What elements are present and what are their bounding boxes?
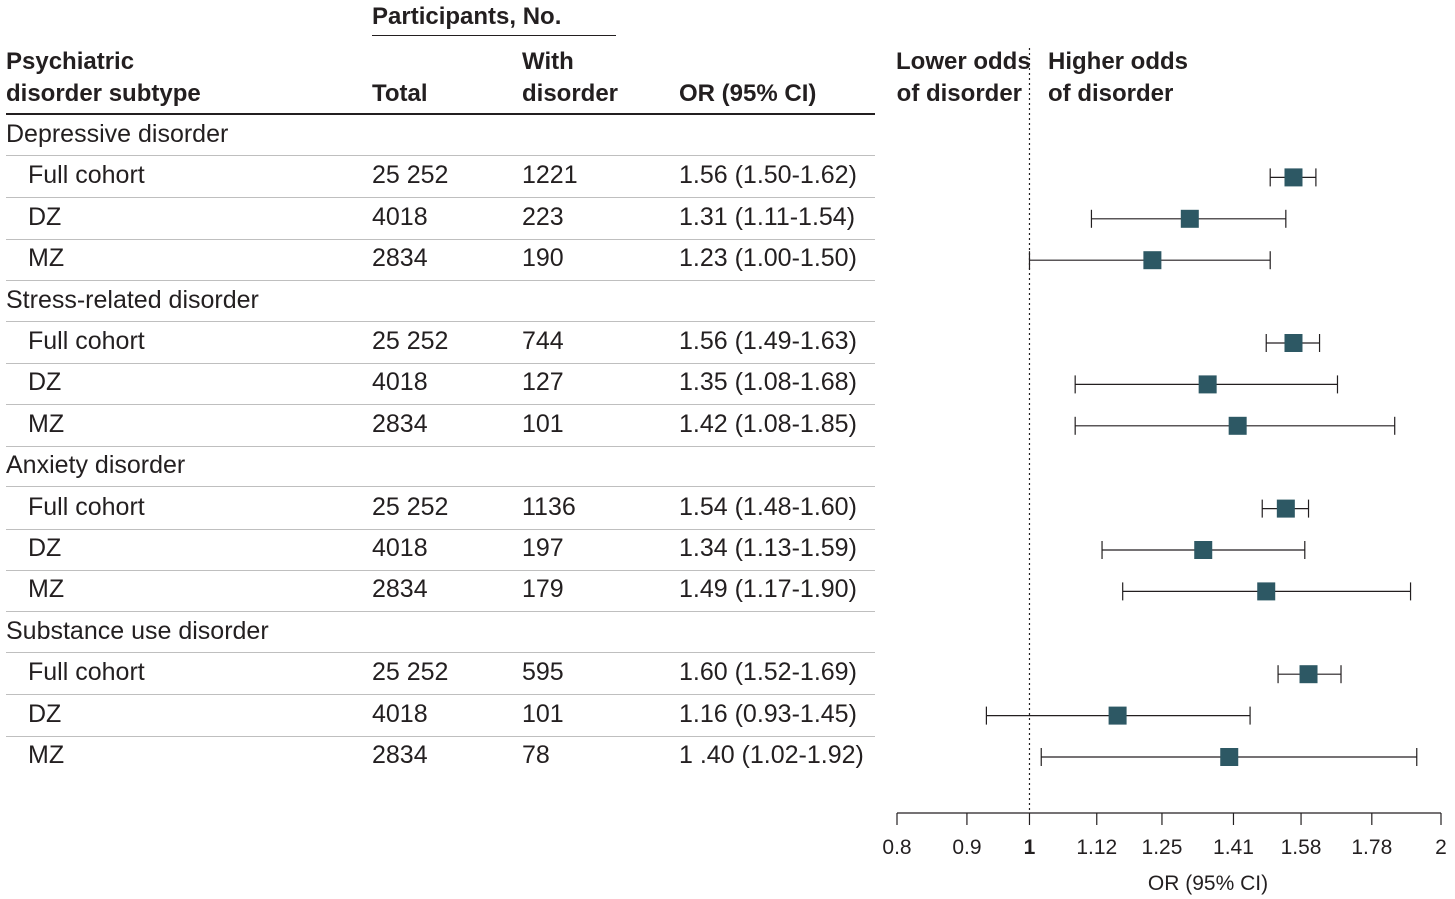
row-total: 2834	[372, 244, 428, 273]
row-with-disorder: 101	[522, 409, 564, 438]
row-or-ci: 1.23 (1.00-1.50)	[679, 244, 857, 273]
row-label: MZ	[28, 244, 65, 273]
or-marker	[1228, 416, 1247, 435]
row-label: DZ	[28, 534, 62, 562]
row-or-ci: 1.56 (1.50-1.62)	[679, 161, 857, 190]
row-with-disorder: 101	[522, 699, 564, 728]
row-or-ci: 1.54 (1.48-1.60)	[679, 492, 857, 521]
or-marker	[1276, 499, 1295, 518]
row-with-disorder: 197	[522, 534, 564, 562]
row-divider	[6, 611, 875, 613]
row-total: 2834	[372, 741, 428, 769]
x-tick-label: 0.8	[882, 836, 911, 859]
row-with-disorder: 223	[522, 202, 564, 231]
row-total: 4018	[372, 368, 428, 397]
group-label: Depressive disorder	[6, 120, 229, 148]
row-with-disorder: 595	[522, 658, 564, 687]
row-label: Full cohort	[28, 327, 145, 355]
x-tick-label: 1.78	[1351, 836, 1392, 859]
row-label: Full cohort	[28, 658, 145, 687]
row-divider	[6, 280, 875, 282]
or-marker	[1143, 251, 1162, 270]
x-tick-label: 1.41	[1213, 836, 1254, 859]
group-label: Anxiety disorder	[6, 451, 186, 480]
row-divider	[6, 445, 875, 447]
row-label: MZ	[28, 575, 65, 604]
row-label: DZ	[28, 699, 62, 728]
row-with-disorder: 190	[522, 244, 564, 273]
row-or-ci: 1.42 (1.08-1.85)	[679, 409, 857, 438]
row-label: DZ	[28, 368, 62, 397]
row-or-ci: 1 .40 (1.02-1.92)	[679, 741, 864, 769]
row-label: MZ	[28, 741, 65, 769]
x-axis-label: OR (95% CI)	[1148, 872, 1268, 895]
row-divider	[6, 404, 875, 406]
row-with-disorder: 78	[522, 741, 550, 769]
row-or-ci: 1.16 (0.93-1.45)	[679, 699, 857, 728]
group-label: Substance use disorder	[6, 616, 269, 645]
participants-underline	[372, 35, 616, 36]
total-header: Total	[372, 80, 428, 107]
row-label: DZ	[28, 202, 62, 231]
header-rule	[6, 113, 875, 115]
participants-header: Participants, No.	[372, 3, 562, 30]
row-total: 25 252	[372, 492, 449, 521]
row-or-ci: 1.60 (1.52-1.69)	[679, 658, 857, 687]
row-total: 4018	[372, 534, 428, 562]
row-or-ci: 1.35 (1.08-1.68)	[679, 368, 857, 397]
x-tick-label: 1	[1024, 836, 1036, 859]
row-divider	[6, 363, 875, 364]
or-marker	[1194, 541, 1213, 559]
lower-odds-header: Lower odds of disorder	[896, 48, 1031, 107]
group-divider	[6, 651, 875, 653]
or-marker	[1180, 209, 1199, 228]
row-divider	[6, 238, 875, 240]
row-total: 25 252	[372, 327, 449, 355]
x-tick-label: 2	[1435, 836, 1447, 859]
group-divider	[6, 155, 875, 156]
row-label: MZ	[28, 409, 65, 438]
with-disorder-header: With disorder	[522, 48, 619, 107]
row-with-disorder: 127	[522, 368, 564, 397]
x-tick-label: 1.25	[1142, 836, 1183, 859]
row-total: 4018	[372, 202, 428, 231]
group-divider	[6, 486, 875, 488]
x-tick-label: 1.58	[1281, 836, 1322, 859]
row-total: 25 252	[372, 658, 449, 687]
row-or-ci: 1.34 (1.13-1.59)	[679, 534, 857, 562]
row-divider	[6, 694, 875, 696]
x-tick-label: 1.12	[1076, 836, 1117, 859]
row-divider	[6, 570, 875, 571]
row-total: 2834	[372, 575, 428, 604]
row-label: Full cohort	[28, 492, 145, 521]
higher-odds-header: Higher odds of disorder	[1048, 48, 1189, 107]
group-divider	[6, 320, 875, 322]
or-marker	[1257, 582, 1276, 601]
or-marker	[1108, 706, 1127, 725]
group-label: Stress-related disorder	[6, 285, 259, 314]
row-label: Full cohort	[28, 161, 145, 190]
row-or-ci: 1.31 (1.11-1.54)	[679, 202, 856, 231]
x-tick-label: 0.9	[952, 836, 981, 859]
or-marker	[1220, 748, 1239, 766]
row-with-disorder: 1136	[522, 492, 576, 521]
row-or-ci: 1.49 (1.17-1.90)	[679, 575, 857, 604]
row-divider	[6, 197, 875, 199]
or-marker	[1299, 665, 1318, 684]
or-marker	[1198, 375, 1217, 394]
row-with-disorder: 179	[522, 575, 564, 604]
row-total: 2834	[372, 409, 428, 438]
row-divider	[6, 528, 875, 530]
row-with-disorder: 744	[522, 327, 564, 355]
or-header: OR (95% CI)	[679, 80, 817, 107]
row-with-disorder: 1221	[522, 161, 578, 190]
row-divider	[6, 735, 875, 737]
subtype-header: Psychiatric disorder subtype	[6, 48, 201, 107]
row-or-ci: 1.56 (1.49-1.63)	[679, 327, 857, 355]
or-marker	[1284, 168, 1303, 187]
or-marker	[1284, 334, 1303, 352]
row-total: 4018	[372, 699, 428, 728]
row-total: 25 252	[372, 161, 449, 190]
